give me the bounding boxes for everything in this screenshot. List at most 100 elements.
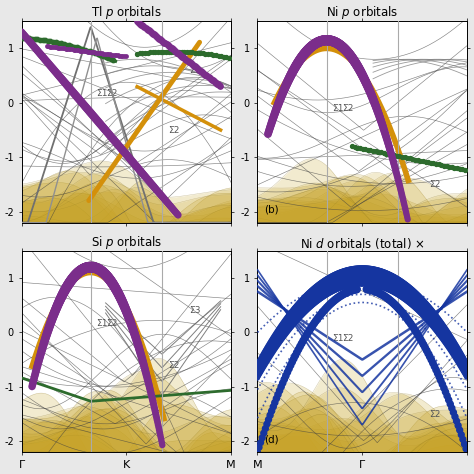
Point <box>394 290 402 298</box>
Point <box>149 182 156 190</box>
Point <box>384 140 392 147</box>
Point <box>80 265 87 273</box>
Point <box>322 278 329 285</box>
Point <box>306 45 313 52</box>
Point <box>265 348 273 356</box>
Point <box>137 21 145 28</box>
Point <box>457 351 465 359</box>
Point <box>42 56 49 64</box>
Point <box>422 301 429 309</box>
Point <box>263 358 271 365</box>
Point <box>388 273 396 281</box>
Point <box>273 335 281 343</box>
Point <box>321 278 328 286</box>
Point <box>364 273 372 281</box>
Point <box>337 277 344 284</box>
Point <box>259 365 266 373</box>
Point <box>323 277 330 284</box>
Point <box>412 291 420 299</box>
Point <box>403 213 411 221</box>
Point <box>282 330 290 337</box>
Point <box>393 283 401 291</box>
Point <box>141 23 148 31</box>
Point <box>30 376 37 384</box>
Point <box>97 267 105 274</box>
Point <box>55 297 63 305</box>
Point <box>444 329 451 337</box>
Point <box>449 350 456 358</box>
Point <box>355 65 363 73</box>
Point <box>92 49 100 56</box>
Point <box>123 308 130 316</box>
Point <box>318 287 325 294</box>
Point <box>59 290 67 297</box>
Point <box>112 286 120 293</box>
Point <box>417 295 424 303</box>
Point <box>378 276 385 283</box>
Point <box>218 52 225 60</box>
Point <box>357 69 365 76</box>
Point <box>75 268 82 276</box>
Point <box>263 420 271 428</box>
Point <box>59 76 66 84</box>
Point <box>56 295 64 303</box>
Point <box>332 295 340 303</box>
Point <box>286 311 294 319</box>
Point <box>363 279 371 287</box>
Point <box>109 280 116 287</box>
Point <box>331 38 339 46</box>
Point <box>401 282 408 289</box>
Point <box>348 53 356 61</box>
Point <box>383 271 391 279</box>
Point <box>275 327 283 335</box>
Point <box>425 318 432 325</box>
Point <box>147 389 155 396</box>
Point <box>275 340 283 347</box>
Point <box>390 281 398 289</box>
Point <box>104 55 112 62</box>
Text: Σ1: Σ1 <box>332 104 343 113</box>
Point <box>18 34 25 41</box>
Point <box>365 84 372 91</box>
Point <box>438 381 446 388</box>
Point <box>371 274 379 282</box>
Point <box>415 332 422 340</box>
Point <box>295 58 302 66</box>
Point <box>57 294 65 301</box>
Point <box>390 288 398 295</box>
Point <box>208 76 216 83</box>
Point <box>385 142 392 149</box>
Point <box>147 391 155 398</box>
Point <box>417 335 424 343</box>
Point <box>336 293 343 301</box>
Point <box>312 39 320 47</box>
Point <box>328 281 336 288</box>
Point <box>152 185 160 193</box>
Point <box>419 299 427 306</box>
Point <box>43 332 50 339</box>
Point <box>328 274 336 282</box>
Point <box>44 59 52 66</box>
Point <box>402 209 410 216</box>
Point <box>379 123 387 131</box>
Point <box>359 279 366 287</box>
Point <box>161 39 168 46</box>
Text: Σ2: Σ2 <box>342 104 354 113</box>
Point <box>439 336 447 344</box>
Point <box>261 355 269 363</box>
Point <box>65 280 73 288</box>
Point <box>72 271 80 279</box>
Point <box>310 41 317 49</box>
Point <box>147 28 155 36</box>
Point <box>124 152 131 160</box>
Point <box>93 49 101 56</box>
Point <box>336 41 344 49</box>
Point <box>74 269 82 276</box>
Point <box>323 304 330 311</box>
Point <box>446 339 454 346</box>
Point <box>275 98 283 106</box>
Point <box>27 39 35 47</box>
Point <box>260 357 268 365</box>
Point <box>182 56 190 64</box>
Point <box>400 287 407 295</box>
